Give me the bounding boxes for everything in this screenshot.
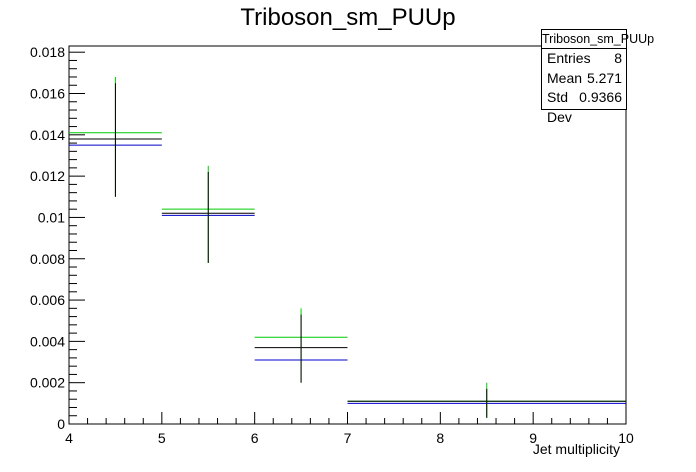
x-axis-label: Jet multiplicity (532, 441, 620, 457)
y-tick-label: 0.016 (30, 86, 65, 102)
x-tick-label: 4 (65, 430, 73, 446)
stats-stddev-label: Std Dev (547, 89, 572, 125)
stats-mean-value: 5.271 (586, 69, 622, 86)
x-tick-label: 5 (158, 430, 166, 446)
y-tick-label: 0 (57, 416, 65, 432)
x-tick-label: 7 (344, 430, 352, 446)
x-tick-label: 6 (251, 430, 259, 446)
y-tick-label: 0.008 (30, 251, 65, 267)
y-tick-label: 0.014 (30, 127, 65, 143)
stats-stddev-row: Std Dev 0.9366 (542, 88, 626, 125)
x-tick-label: 8 (436, 430, 444, 446)
stats-box-title: Triboson_sm_PUUp (542, 30, 654, 49)
y-tick-label: 0.01 (38, 209, 65, 225)
y-tick-label: 0.012 (30, 168, 65, 184)
y-tick-label: 0.018 (30, 44, 65, 60)
stats-box: Triboson_sm_PUUp Entries 8 Mean 5.271 St… (541, 29, 654, 125)
x-tick-label: 9 (529, 430, 537, 446)
stats-entries-value: 8 (614, 50, 622, 66)
stats-stddev-value: 0.9366 (579, 89, 622, 105)
y-tick-label: 0.004 (30, 333, 65, 349)
stats-entries-label: Entries (547, 50, 591, 66)
stats-mean-label: Mean (547, 69, 583, 86)
x-tick-label: 10 (618, 430, 634, 446)
chart-title: Triboson_sm_PUUp (240, 4, 456, 31)
stats-entries-row: Entries 8 (542, 49, 626, 69)
y-tick-label: 0.006 (30, 292, 65, 308)
stats-mean-row: Mean 5.271 (542, 69, 626, 89)
y-tick-label: 0.002 (30, 375, 65, 391)
